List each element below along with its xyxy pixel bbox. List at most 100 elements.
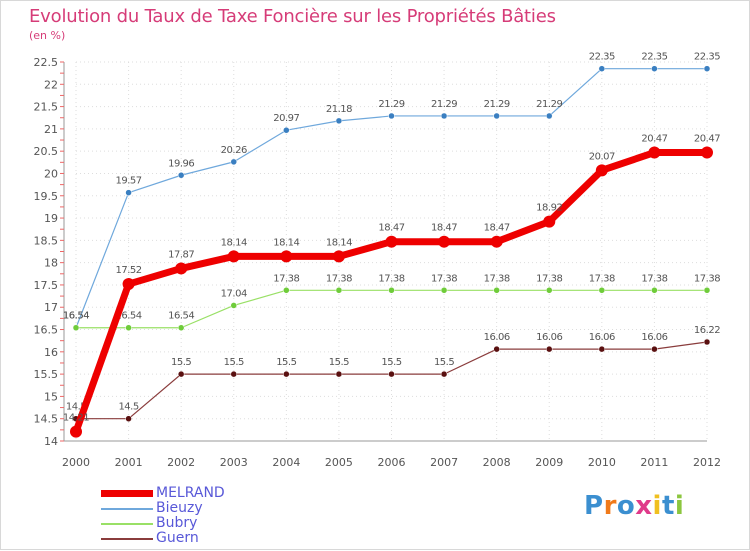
y-tick-label: 18 [44,257,58,270]
data-point-guern [388,370,395,378]
y-tick-label: 14 [44,435,58,448]
data-point-guern [177,370,185,378]
data-point-guern [703,338,711,346]
x-tick-label: 2010 [588,456,616,469]
logo-letter: x [635,491,653,521]
y-tick-label: 17 [44,301,58,314]
data-point-guern [335,370,343,378]
legend-label-bubry: Bubry [156,515,198,531]
data-point-bieuzy [177,172,185,179]
data-point-bubry [493,287,500,294]
data-point-bubry [125,324,132,331]
data-label-guern: 15.5 [276,357,296,368]
data-point-bubry [230,302,237,309]
data-label-melrand: 18.47 [431,223,457,234]
x-tick-label: 2000 [62,456,90,469]
data-label-melrand: 17.52 [116,265,142,276]
data-point-bubry [703,287,711,294]
y-tick-label: 16 [44,346,58,359]
data-label-bieuzy: 22.35 [694,52,720,63]
data-point-guern [651,345,658,353]
data-label-bieuzy: 19.96 [168,158,194,169]
y-tick-label: 15 [44,390,58,403]
x-tick-label: 2006 [378,456,406,469]
data-point-bubry [72,324,80,331]
legend-item-bubry[interactable]: Bubry [101,516,225,531]
legend-swatch-melrand [101,490,153,497]
data-label-bieuzy: 21.29 [484,99,510,110]
legend-item-guern[interactable]: Guern [101,531,225,546]
x-tick-label: 2001 [115,456,143,469]
data-point-melrand [70,425,82,438]
data-label-bubry: 17.38 [326,273,352,284]
data-point-melrand [122,278,135,291]
legend-label-bieuzy: Bieuzy [156,500,203,516]
legend-swatch-bieuzy [101,507,153,510]
proxiti-logo[interactable]: Proxiti [584,491,684,521]
x-tick-label: 2009 [535,456,563,469]
data-label-bubry: 17.38 [536,273,562,284]
data-point-bubry [598,287,606,294]
data-label-guern: 16.06 [484,332,510,343]
x-tick-label: 2007 [430,456,458,469]
y-tick-label: 19.5 [34,190,59,203]
data-point-bubry [335,287,343,294]
logo-letter: i [652,491,662,521]
data-label-guern: 15.5 [434,357,454,368]
series-line-guern [75,341,708,420]
data-label-guern: 15.5 [381,357,401,368]
data-label-bubry: 17.38 [378,273,404,284]
data-label-bubry: 17.38 [589,273,615,284]
y-tick-label: 21.5 [34,101,59,114]
data-label-guern: 16.06 [536,332,562,343]
data-label-bieuzy: 22.35 [589,52,615,63]
data-point-guern [440,370,448,378]
data-label-bieuzy: 21.29 [431,99,457,110]
data-label-melrand: 18.92 [536,203,562,214]
data-label-melrand: 20.47 [641,134,667,145]
data-point-guern [546,345,553,353]
legend-swatch-guern [101,537,153,540]
legend-item-bieuzy[interactable]: Bieuzy [101,501,225,516]
y-axis-unit: (en %) [29,29,66,42]
data-label-guern: 14.5 [118,402,138,413]
y-tick-label: 19 [44,212,58,225]
legend: MELRAND Bieuzy Bubry Guern [101,486,225,546]
y-tick-label: 16.5 [34,324,59,337]
data-point-bieuzy [335,117,343,125]
data-label-bubry: 17.04 [221,288,247,299]
y-tick-label: 22 [44,78,58,91]
data-label-bubry: 17.38 [484,273,510,284]
y-tick-label: 15.5 [34,368,59,381]
data-point-bieuzy [598,65,606,72]
data-point-bubry [546,287,553,294]
data-point-bieuzy [651,65,658,72]
data-point-bieuzy [546,112,553,120]
data-label-melrand: 17.87 [168,249,194,260]
data-point-bieuzy [493,112,500,120]
data-point-bubry [440,287,448,294]
legend-label-guern: Guern [156,530,199,546]
data-point-bubry [177,324,185,331]
data-label-melrand: 18.47 [484,223,510,234]
data-label-guern: 16.06 [589,332,615,343]
data-point-melrand [648,146,661,159]
data-label-guern: 16.06 [641,332,667,343]
data-point-bubry [283,287,290,294]
data-point-melrand [543,215,556,228]
data-label-melrand: 20.07 [589,151,615,162]
data-label-melrand: 14.21 [63,413,89,424]
data-point-bieuzy [125,189,132,196]
data-point-bieuzy [703,65,711,72]
data-point-guern [283,370,290,378]
logo-letter: r [603,491,617,521]
data-label-bieuzy: 21.29 [378,99,404,110]
legend-item-melrand[interactable]: MELRAND [101,486,225,501]
data-label-guern: 15.5 [329,357,349,368]
data-label-guern: 14.5 [66,402,86,413]
data-point-melrand [701,146,713,159]
data-point-bieuzy [440,112,448,120]
data-label-bieuzy: 16.54 [63,311,89,322]
data-label-bieuzy: 21.29 [536,99,562,110]
